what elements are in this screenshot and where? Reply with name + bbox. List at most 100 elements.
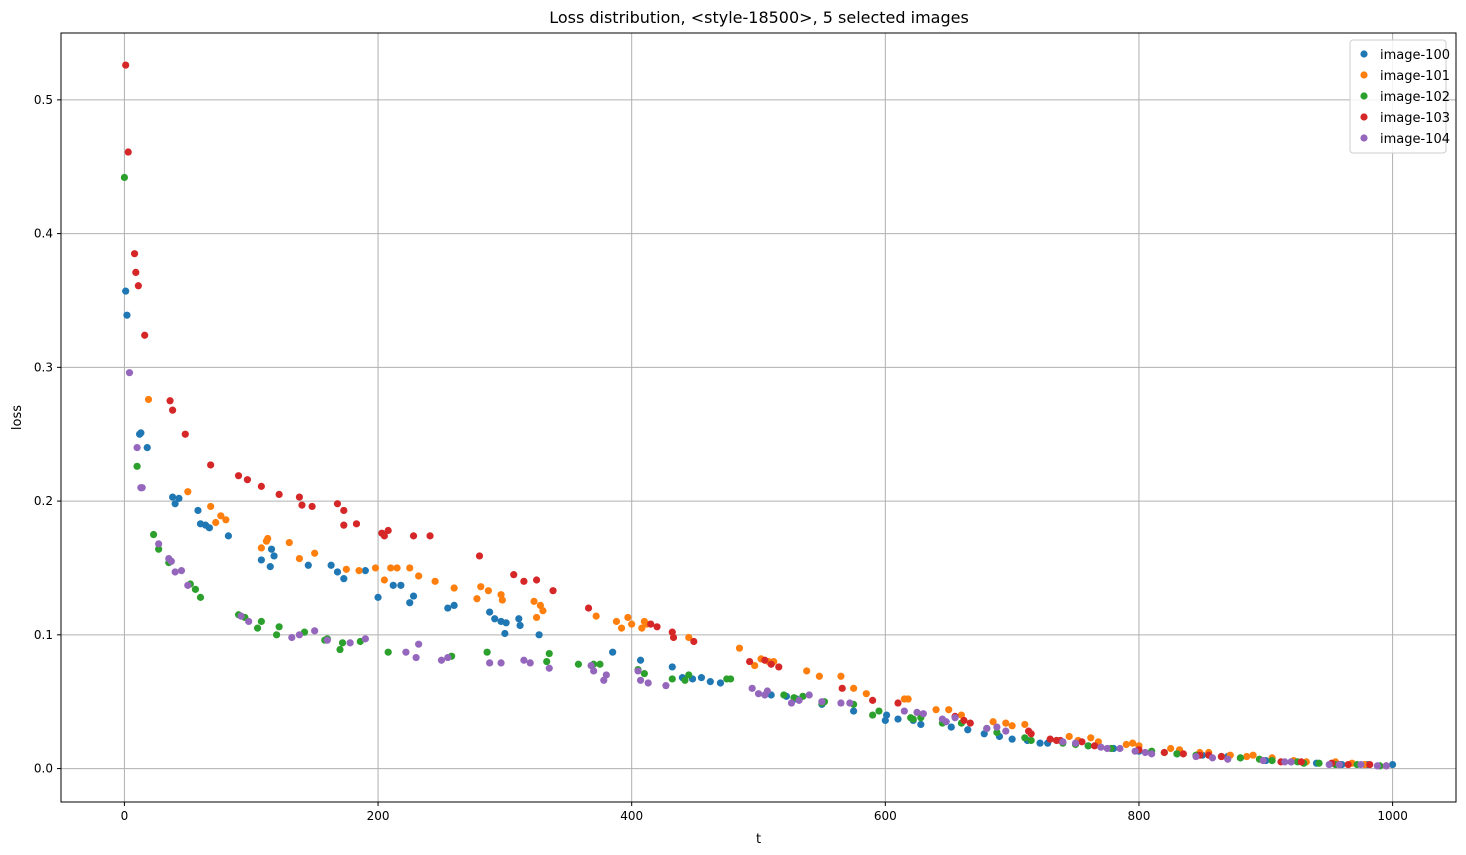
data-point (775, 663, 783, 671)
data-point (1021, 720, 1029, 729)
data-point (224, 532, 232, 540)
data-point (846, 699, 854, 707)
data-point (501, 629, 509, 638)
data-point (124, 148, 132, 156)
data-point (155, 545, 163, 553)
data-point (132, 268, 140, 276)
data-point (143, 443, 151, 452)
data-point (196, 593, 205, 601)
x-axis-label: t (756, 832, 761, 847)
data-point (980, 730, 988, 738)
data-point (1325, 760, 1333, 769)
data-point (638, 624, 646, 632)
data-point (486, 659, 494, 667)
data-point (805, 691, 813, 699)
data-point (257, 544, 265, 552)
y-axis-label: loss (10, 405, 25, 430)
data-point (685, 633, 693, 642)
data-point (130, 250, 139, 258)
data-point (1027, 730, 1035, 738)
data-point (647, 620, 655, 628)
data-point (415, 572, 423, 580)
data-point (171, 500, 179, 508)
data-point (212, 518, 220, 527)
data-point (133, 462, 141, 470)
data-point (169, 493, 177, 501)
data-point (491, 615, 499, 623)
data-point (574, 660, 583, 668)
data-point (402, 648, 410, 656)
data-point (1036, 739, 1044, 747)
data-point (690, 637, 698, 646)
data-point (217, 512, 225, 520)
data-point (587, 661, 595, 670)
x-tick-label: 1000 (1377, 809, 1408, 823)
data-point (1366, 760, 1374, 769)
data-point (295, 493, 304, 501)
x-tick-label: 600 (874, 809, 897, 823)
data-point (669, 633, 678, 642)
data-point (617, 624, 626, 632)
data-point (437, 656, 446, 664)
data-point (520, 656, 528, 664)
data-point (1243, 752, 1251, 761)
data-point (716, 679, 725, 687)
data-point (484, 587, 492, 595)
data-point (477, 583, 485, 591)
data-point (497, 659, 505, 667)
series-image-102 (120, 173, 1384, 770)
data-point (837, 699, 845, 707)
data-point (913, 708, 921, 716)
data-point (327, 561, 335, 569)
y-tick-label: 0.5 (34, 93, 53, 107)
plot-frame (60, 32, 1457, 803)
data-point (706, 678, 714, 686)
data-point (191, 585, 200, 593)
data-point (444, 653, 452, 662)
data-point (1090, 742, 1099, 750)
data-point (539, 607, 547, 615)
data-point (1382, 762, 1390, 770)
data-point (989, 718, 997, 726)
data-point (380, 532, 388, 540)
data-point (169, 406, 177, 414)
legend-label: image-100 (1380, 48, 1450, 63)
data-point (267, 545, 276, 553)
data-point (1021, 734, 1029, 742)
data-point (536, 601, 544, 610)
data-point (787, 699, 796, 707)
data-point (838, 684, 846, 692)
y-tick-label: 0.0 (34, 762, 53, 776)
data-point (257, 482, 265, 490)
data-point (917, 720, 925, 729)
data-point (253, 624, 262, 632)
data-point (1281, 758, 1289, 766)
data-point (543, 657, 551, 666)
legend: image-100 image-101 image-102 image-103 imag… (1349, 39, 1450, 154)
data-point (237, 612, 245, 620)
x-tick-label: 400 (620, 809, 643, 823)
data-point (951, 714, 959, 722)
data-point (653, 623, 661, 631)
data-point (636, 676, 645, 684)
data-point (444, 604, 452, 612)
data-point (426, 532, 434, 540)
data-point (266, 563, 274, 571)
data-point (333, 500, 342, 508)
data-point (340, 575, 348, 583)
data-points (120, 61, 1397, 770)
data-point (945, 706, 953, 714)
data-point (520, 577, 528, 585)
data-point (245, 617, 253, 626)
data-point (498, 596, 506, 604)
data-point (1217, 752, 1225, 761)
data-point (590, 667, 598, 675)
data-point (1297, 758, 1305, 766)
data-point (882, 711, 891, 719)
data-point (406, 564, 414, 572)
data-point (545, 649, 553, 658)
data-point (1071, 739, 1080, 747)
data-point (486, 608, 494, 616)
data-point (355, 567, 363, 575)
data-point (1208, 754, 1217, 762)
